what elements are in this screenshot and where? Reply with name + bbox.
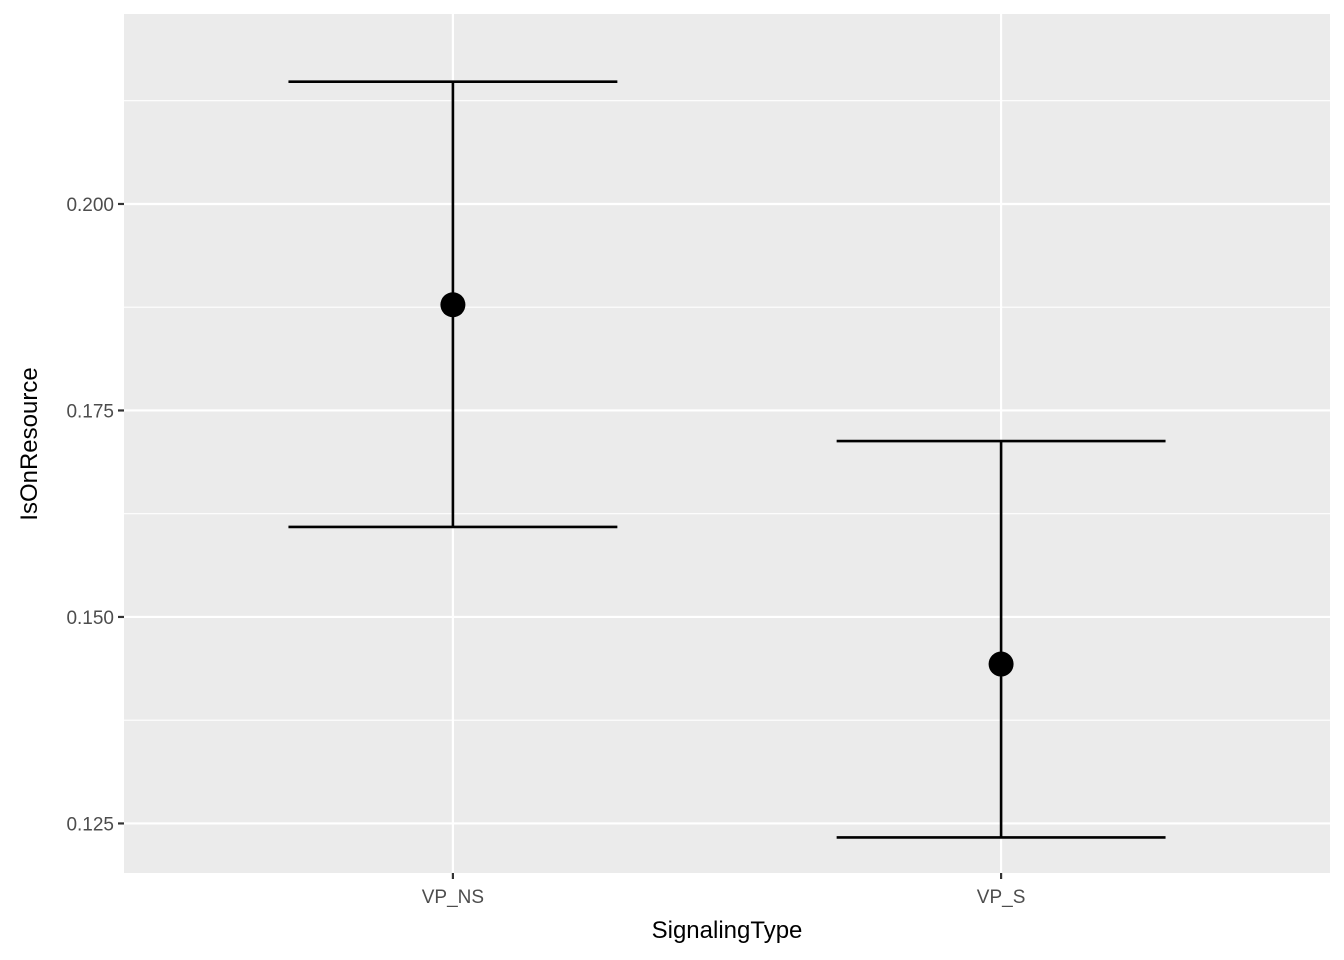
y-tick-label: 0.150: [66, 608, 114, 629]
y-tick-label: 0.175: [66, 401, 114, 422]
x-axis-title: SignalingType: [652, 917, 803, 944]
y-axis: 0.125 0.150 0.175 0.200: [66, 195, 124, 835]
data-marks: [288, 80, 1166, 839]
data-point: [988, 651, 1014, 677]
y-tick-label: 0.125: [66, 814, 114, 835]
x-tick-label: VP_S: [977, 887, 1026, 908]
x-tick-label: VP_NS: [422, 887, 484, 908]
panel-background: [124, 14, 1330, 873]
minor-gridlines: [124, 100, 1330, 721]
y-tick-label: 0.200: [66, 195, 114, 216]
y-axis-title: IsOnResource: [16, 367, 43, 520]
x-axis: VP_NS VP_S: [422, 873, 1026, 908]
data-point: [440, 292, 466, 318]
